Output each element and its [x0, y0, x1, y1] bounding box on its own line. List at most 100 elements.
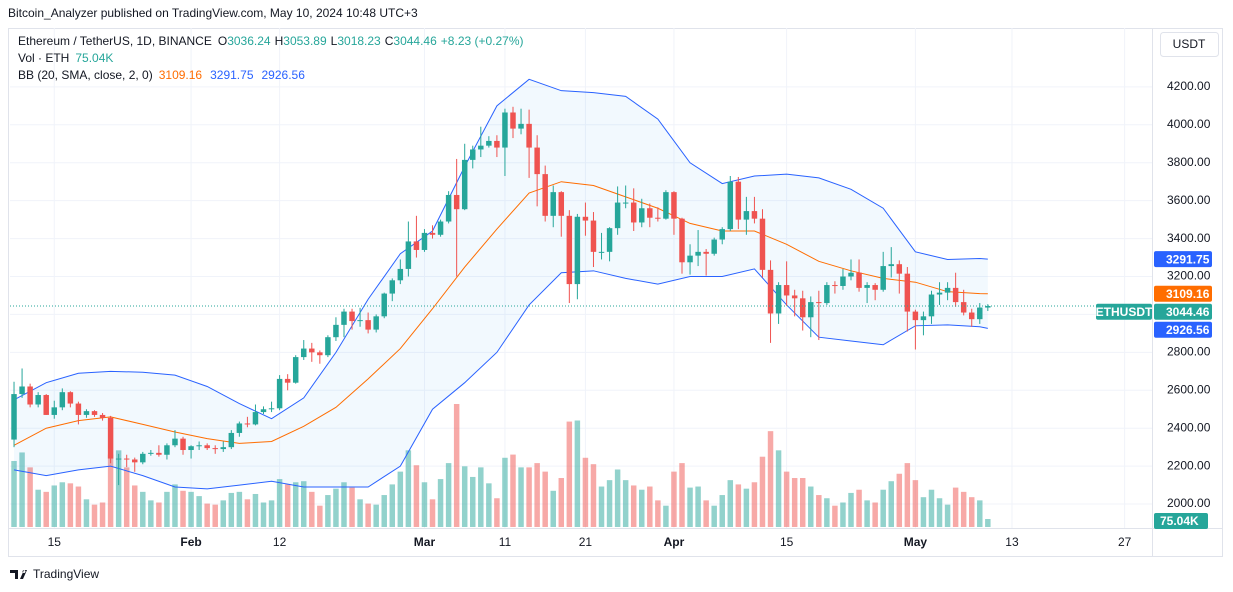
volume-bar: [574, 420, 581, 527]
currency-button[interactable]: [1160, 32, 1219, 57]
volume-bar: [880, 489, 886, 527]
volume-bar: [912, 480, 919, 527]
volume-bar: [960, 491, 967, 527]
candle-body: [140, 453, 146, 463]
candle-body: [502, 112, 508, 148]
candle-body: [968, 312, 975, 320]
candle-body: [196, 445, 202, 447]
price-change: +8.23 (+0.27%): [441, 34, 524, 48]
candle-body: [43, 395, 49, 415]
candle-body: [445, 194, 452, 222]
candle-body: [639, 208, 645, 223]
band-fill: [14, 79, 988, 489]
y-tick-label: 2400.00: [1167, 420, 1211, 434]
bb-legend-value: 3109.16: [159, 68, 203, 82]
y-tick-label: 2800.00: [1167, 345, 1211, 359]
candle-body: [695, 251, 701, 256]
candle-body: [236, 423, 243, 433]
candle-body: [115, 458, 122, 460]
volume-bar: [719, 495, 725, 527]
candle-body: [727, 181, 734, 230]
candle-body: [486, 140, 492, 146]
candle-body: [526, 123, 532, 148]
volume-bar: [43, 491, 49, 527]
volume-bar: [180, 490, 186, 527]
candle-body: [896, 264, 903, 274]
band-line: [13, 78, 988, 420]
candle-body: [284, 378, 291, 383]
volume-bar: [51, 485, 57, 527]
candle-body: [936, 292, 943, 295]
candle-body: [703, 251, 709, 254]
candle-body: [904, 273, 911, 312]
volume-bar: [172, 484, 178, 527]
volume-bar: [19, 452, 25, 527]
y-tick-label: 4000.00: [1167, 117, 1211, 131]
candle-body: [381, 293, 387, 317]
candle-body: [558, 192, 565, 216]
volume-bar: [99, 502, 106, 527]
volume-bar: [413, 465, 420, 527]
volume-bar: [904, 463, 911, 527]
candle-body: [952, 287, 959, 303]
candle-body: [630, 202, 637, 223]
symbol-badge: [1096, 303, 1152, 320]
price-badge: [1154, 251, 1212, 268]
candle-body: [413, 241, 420, 250]
volume-bar: [421, 482, 428, 527]
volume-bar: [848, 492, 854, 527]
volume-bar: [405, 450, 412, 527]
volume-bar: [888, 481, 894, 527]
volume-bar: [123, 467, 130, 527]
candle-body: [743, 211, 750, 220]
symbol-title: Ethereum / TetherUS, 1D, BINANCE: [18, 34, 212, 48]
candle-body: [19, 386, 25, 395]
candle-body: [373, 316, 379, 330]
volume-bar: [132, 485, 138, 527]
volume-bar: [534, 463, 540, 527]
volume-bar: [952, 487, 959, 527]
candle-body: [799, 298, 806, 318]
candle-body: [309, 348, 315, 353]
volume-bar: [799, 478, 806, 527]
volume-bar: [526, 467, 532, 527]
volume-bar: [614, 469, 621, 527]
volume-bar: [35, 489, 41, 527]
candle-body: [944, 287, 951, 293]
volume-bar: [486, 483, 492, 527]
ohlc-value: 3036.24: [227, 34, 271, 48]
ohlc-value: 3018.23: [337, 34, 381, 48]
volume-badge: [1154, 513, 1208, 529]
candle-body: [453, 194, 460, 210]
candle-body: [365, 320, 371, 330]
candle-body: [461, 159, 468, 210]
volume-bar: [470, 476, 476, 527]
volume-bar: [196, 496, 202, 527]
volume-bar: [687, 487, 693, 527]
volume-bar: [735, 484, 742, 527]
candle-body: [325, 337, 331, 356]
candle-body: [252, 412, 259, 425]
volume-bar: [872, 502, 878, 527]
volume-bar: [928, 489, 935, 527]
candle-body: [856, 272, 862, 288]
volume-bar: [453, 404, 460, 527]
candle-body: [228, 432, 235, 448]
volume-bar: [67, 483, 74, 527]
volume-bar: [590, 464, 597, 527]
bb-legend: BB (20, SMA, close, 2, 0): [18, 68, 153, 82]
volume-bar: [429, 499, 436, 527]
volume-bar: [944, 504, 951, 527]
volume-bar: [566, 421, 573, 527]
volume-bar: [630, 485, 637, 527]
x-tick-label: Mar: [414, 535, 436, 549]
candle-body: [960, 302, 967, 313]
volume-bar: [373, 504, 379, 527]
ohlc-letter: C: [385, 34, 394, 48]
volume-bar: [276, 479, 283, 527]
x-tick-label: 12: [273, 535, 287, 549]
price-badge-label: 3044.46: [1166, 305, 1210, 319]
volume-bar: [357, 499, 363, 527]
currency[interactable]: USDT: [1173, 37, 1206, 51]
y-tick-label: 3600.00: [1167, 193, 1211, 207]
